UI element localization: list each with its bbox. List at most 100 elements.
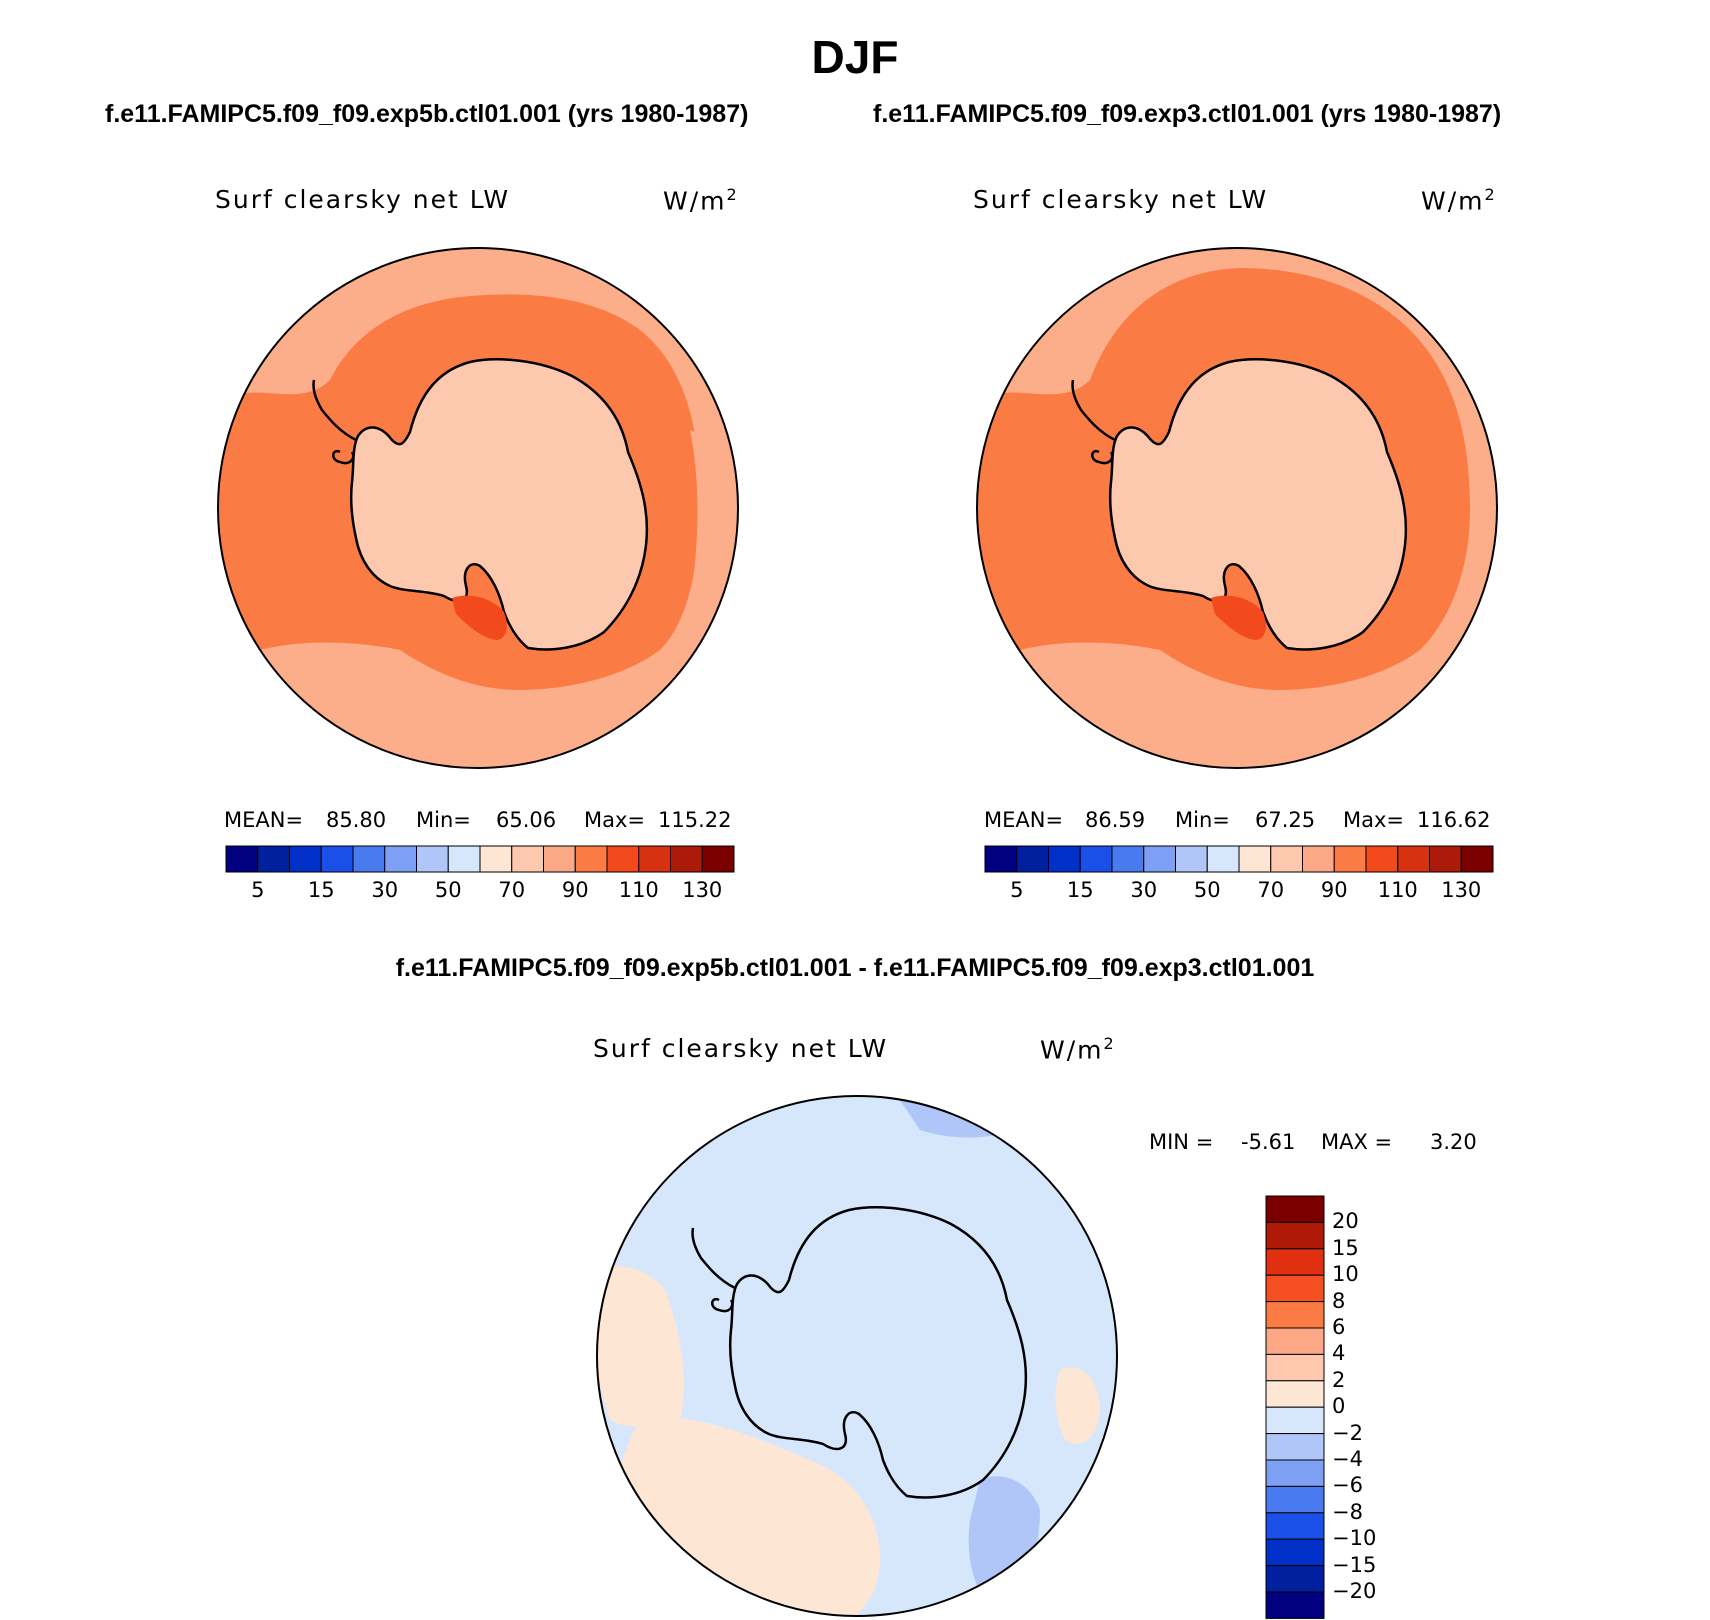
left-mean-label: MEAN= (224, 808, 304, 832)
diff-colorbar-cell (1265, 1353, 1325, 1382)
diff-colorbar-cell (1265, 1195, 1325, 1223)
right-min-label: Min= (1175, 808, 1230, 832)
right-max-value: 116.62 (1417, 808, 1491, 832)
right-outer-patch-2 (1330, 685, 1480, 768)
diff-colorbar-cell (1265, 1591, 1325, 1619)
diff-colorbar-cell (1265, 1512, 1325, 1540)
left-colorbar-tick-label: 130 (682, 878, 723, 902)
diff-colorbar-cell (1265, 1327, 1325, 1355)
left-peninsula (312, 379, 357, 465)
left-colorbar-cell (670, 845, 703, 873)
diff-colorbar-cell (1265, 1380, 1325, 1408)
left-colorbar-cell (638, 845, 671, 873)
diff-colorbar-tick-label: −4 (1332, 1447, 1363, 1471)
left-colorbar-cell (543, 845, 576, 873)
left-colorbar-cell (416, 845, 449, 873)
right-colorbar-tick-label: 15 (1066, 878, 1094, 902)
right-case-title: f.e11.FAMIPC5.f09_f09.exp3.ctl01.001 (yr… (873, 100, 1502, 128)
diff-warm-region-1 (597, 1266, 684, 1428)
left-min-label: Min= (416, 808, 471, 832)
diff-colorbar-cell (1265, 1459, 1325, 1487)
right-ross-sea-hotspot (1211, 595, 1266, 640)
left-colorbar-cell (447, 845, 481, 873)
diff-peninsula (691, 1227, 736, 1313)
right-peninsula (1071, 379, 1116, 465)
right-colorbar-cell (1333, 845, 1367, 873)
right-colorbar-tick-label: 130 (1441, 878, 1482, 902)
right-colorbar-tick-label: 110 (1377, 878, 1418, 902)
left-colorbar-cell (384, 845, 417, 873)
diff-units-label: W/m2 (1040, 1034, 1116, 1065)
left-colorbar-cell (257, 845, 290, 873)
diff-colorbar-tick-label: 10 (1332, 1262, 1359, 1287)
diff-colorbar-tick-label: 2 (1332, 1367, 1346, 1392)
left-colorbar-cell (511, 845, 544, 873)
right-colorbar-tick-label: 50 (1193, 878, 1221, 902)
left-case-title: f.e11.FAMIPC5.f09_f09.exp5b.ctl01.001 (y… (105, 100, 749, 128)
left-colorbar-tick-label: 50 (434, 878, 462, 902)
diff-colorbar-cell (1265, 1406, 1325, 1435)
right-colorbar-cell (1111, 845, 1145, 873)
right-map (977, 248, 1497, 768)
diff-colorbar-tick-label: 8 (1332, 1288, 1346, 1313)
right-variable-label: Surf clearsky net LW (973, 185, 1269, 214)
diff-min-value: -5.61 (1241, 1130, 1296, 1154)
right-colorbar-cell (1460, 845, 1494, 873)
left-colorbar-cell (606, 845, 640, 873)
left-colorbar-tick-label: 30 (371, 878, 399, 902)
diff-colorbar-tick-label: 0 (1332, 1394, 1346, 1419)
right-colorbar-cell (1206, 845, 1240, 873)
diff-colorbar-cell (1265, 1565, 1325, 1593)
diff-max-label: MAX = (1321, 1130, 1393, 1154)
left-min-value: 65.06 (496, 808, 557, 832)
right-units-label: W/m2 (1421, 185, 1497, 216)
diff-colorbar-tick-label: −6 (1332, 1473, 1363, 1498)
left-colorbar-tick-label: 5 (251, 878, 265, 902)
left-colorbar-tick-label: 15 (307, 878, 335, 902)
left-colorbar-tick-label: 90 (561, 878, 589, 902)
left-colorbar-cell (225, 845, 259, 873)
left-colorbar-cell (701, 845, 735, 873)
right-colorbar (984, 845, 1494, 873)
difference-title: f.e11.FAMIPC5.f09_f09.exp5b.ctl01.001 - … (395, 954, 1315, 982)
right-colorbar-cell (1238, 845, 1272, 873)
right-mean-value: 86.59 (1085, 808, 1146, 832)
diff-colorbar-tick-label: −8 (1332, 1499, 1363, 1524)
left-mean-value: 85.80 (326, 808, 387, 832)
left-colorbar-cell (320, 845, 354, 873)
diff-colorbar-tick-label: −15 (1332, 1552, 1377, 1577)
diff-colorbar-tick-label: 20 (1332, 1209, 1359, 1234)
diff-max-value: 3.20 (1430, 1130, 1477, 1154)
right-max-label: Max= (1343, 808, 1405, 832)
right-min-value: 67.25 (1255, 808, 1316, 832)
diff-colorbar-tick-label: 15 (1332, 1235, 1359, 1260)
right-map-border (976, 247, 1498, 769)
diff-warm-region-3 (1055, 1367, 1100, 1444)
left-max-label: Max= (584, 808, 646, 832)
right-colorbar-cell (1429, 845, 1462, 873)
diff-colorbar-tick-label: 6 (1332, 1315, 1346, 1339)
diff-colorbar-cell (1265, 1433, 1325, 1461)
diff-colorbar-cell (1265, 1221, 1325, 1250)
right-colorbar-cell (1079, 845, 1113, 873)
left-colorbar-cell (479, 845, 513, 873)
diff-colorbar-tick-label: −10 (1332, 1526, 1377, 1551)
left-variable-label: Surf clearsky net LW (215, 185, 511, 214)
right-colorbar-tick-label: 30 (1130, 878, 1158, 902)
left-units-label: W/m2 (663, 185, 739, 216)
left-max-value: 115.22 (658, 808, 732, 832)
left-colorbar-tick-label: 110 (618, 878, 659, 902)
figure-title: DJF (811, 31, 899, 83)
left-colorbar-cell (574, 845, 608, 873)
right-colorbar-cell (1302, 845, 1335, 873)
right-colorbar-tick-label: 70 (1257, 878, 1285, 902)
left-colorbar (225, 845, 735, 873)
left-outer-patch-3 (690, 430, 738, 600)
diff-colorbar-cell (1265, 1538, 1325, 1567)
left-map (218, 248, 738, 768)
diff-colorbar-cell (1265, 1485, 1325, 1514)
right-colorbar-cell (1270, 845, 1303, 873)
right-mean-label: MEAN= (984, 808, 1064, 832)
right-colorbar-cell (1143, 845, 1176, 873)
